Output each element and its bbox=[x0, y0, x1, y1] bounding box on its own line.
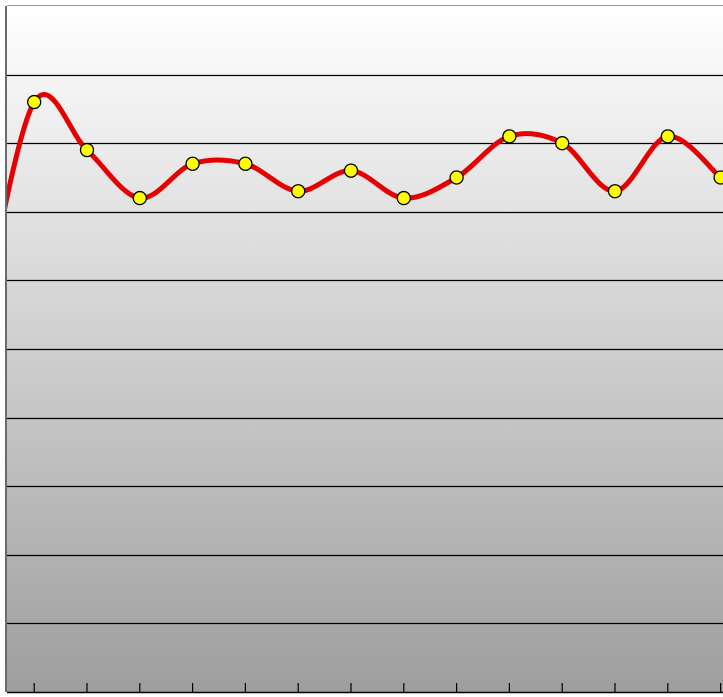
data-point-2 bbox=[79, 142, 95, 158]
data-point-7 bbox=[343, 163, 359, 178]
data-point-5 bbox=[238, 156, 253, 171]
data-point-10 bbox=[502, 129, 517, 144]
data-point-13 bbox=[660, 129, 675, 144]
data-point-14 bbox=[713, 170, 723, 185]
data-point-12 bbox=[607, 184, 623, 199]
data-point-3 bbox=[132, 190, 147, 206]
data-point-11 bbox=[555, 136, 570, 151]
series-line-0 bbox=[7, 91, 723, 210]
data-point-1 bbox=[27, 94, 42, 110]
data-point-6 bbox=[291, 184, 306, 199]
data-point-9 bbox=[449, 170, 464, 185]
grid-lines bbox=[7, 74, 723, 625]
data-point-4 bbox=[185, 156, 200, 171]
axes bbox=[5, 5, 723, 694]
data-point-8 bbox=[396, 190, 411, 206]
series-layer bbox=[7, 91, 723, 210]
